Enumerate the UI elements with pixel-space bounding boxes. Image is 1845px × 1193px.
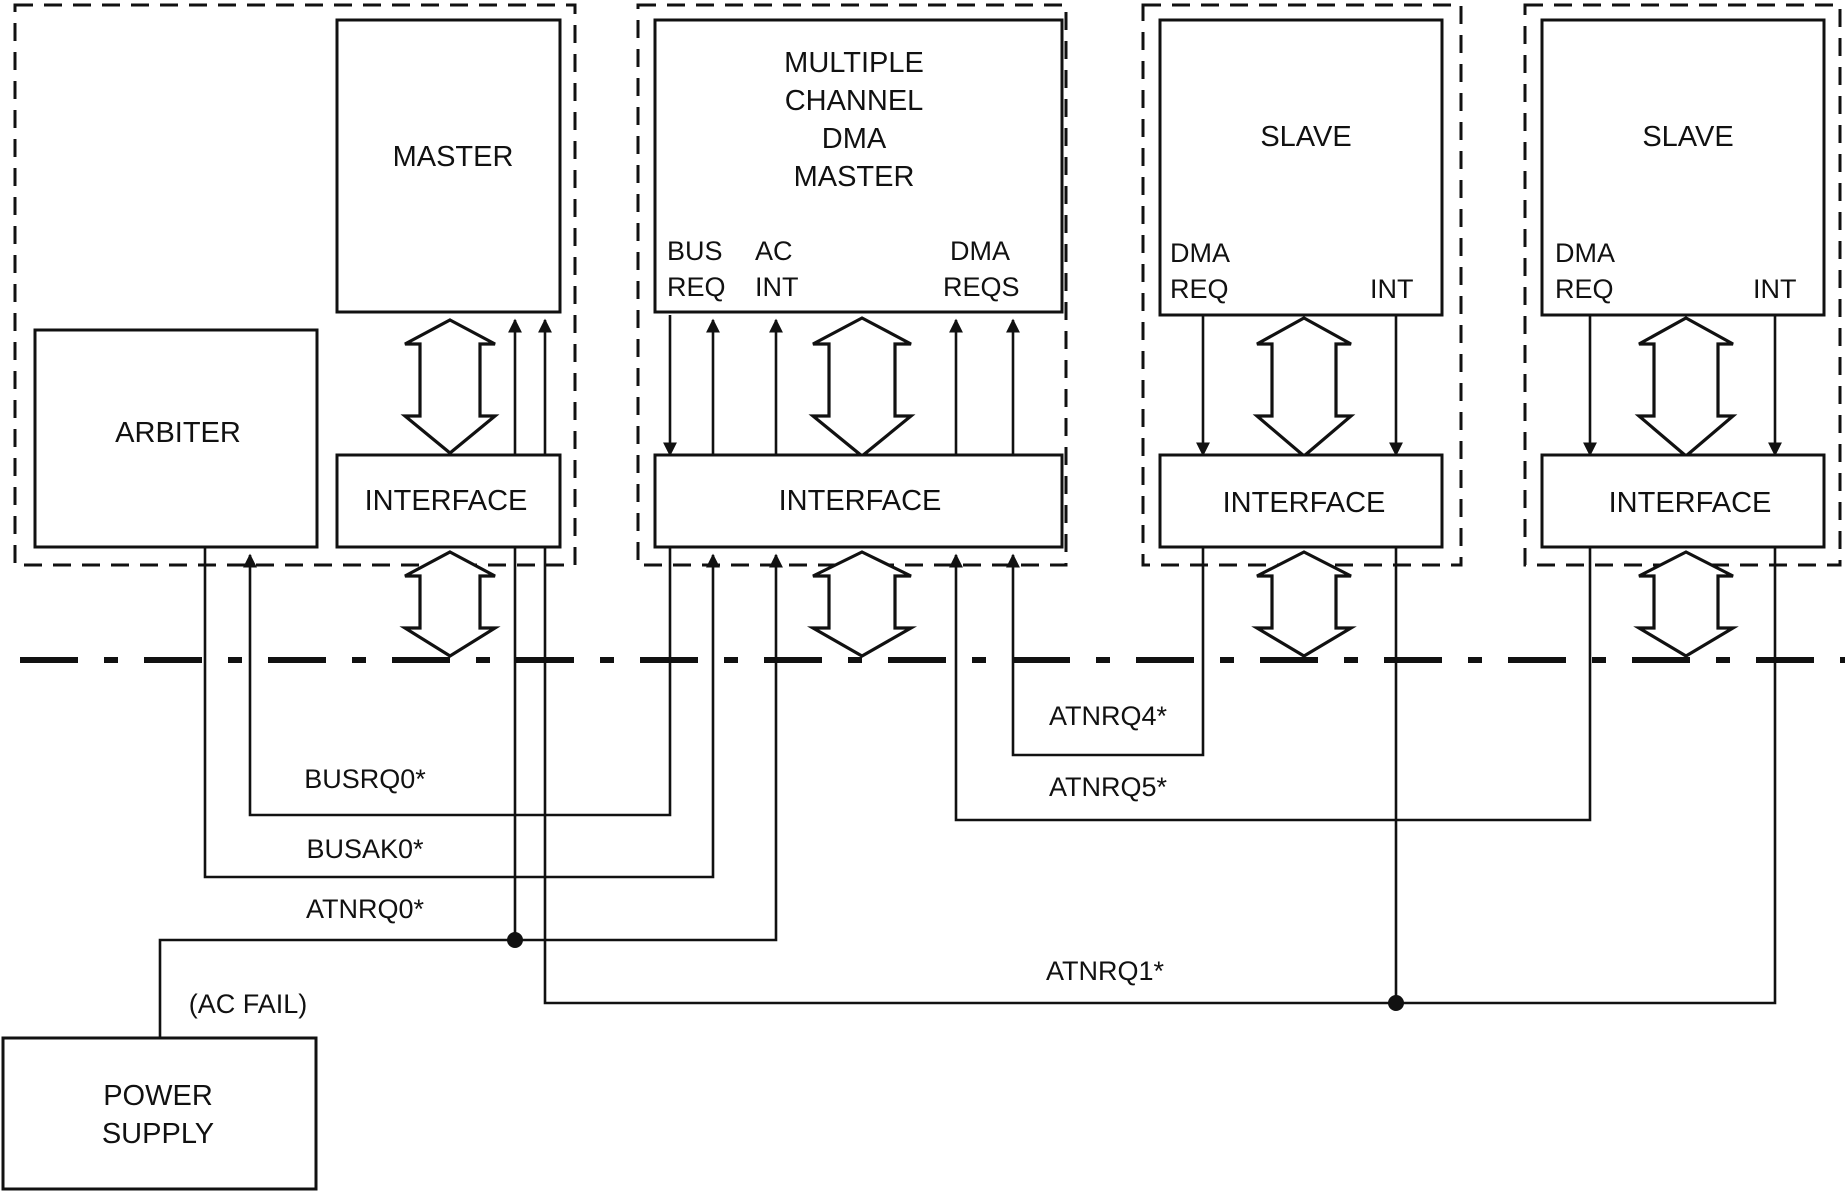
master-interface-block: INTERFACE xyxy=(335,453,562,549)
slave-2-dma-req-pin-line-2: REQ xyxy=(1555,274,1614,304)
power-supply-block: POWER SUPPLY xyxy=(1,1036,318,1191)
slave-2-interface-block: INTERFACE xyxy=(1540,453,1826,549)
dma-master-label-line-3: DMA xyxy=(822,123,887,155)
dma-reqs-pin-line-2: REQS xyxy=(943,272,1020,302)
arbiter-block: ARBITER xyxy=(33,328,319,549)
slave-1-system-bus-arrow xyxy=(1251,550,1357,658)
slave-1-dma-req-pin-line-1: DMA xyxy=(1170,238,1230,268)
atnrq1-junction xyxy=(1388,995,1404,1011)
master-internal-bus-arrow xyxy=(400,318,500,456)
atnrq5-wire xyxy=(949,548,1592,822)
dma-internal-bus-arrow xyxy=(808,316,916,459)
dma-master-label-line-2: CHANNEL xyxy=(785,85,924,117)
atnrq4-label: ATNRQ4* xyxy=(1049,701,1168,731)
atnrq1-wire xyxy=(543,548,1777,1005)
dma-bus-req-pin-line-2: REQ xyxy=(667,272,726,302)
dma-ac-int-pin-line-1: AC xyxy=(755,236,793,266)
slave-2-interface-label: INTERFACE xyxy=(1609,487,1772,519)
arbiter-label: ARBITER xyxy=(115,417,241,449)
atnrq5-label: ATNRQ5* xyxy=(1049,772,1168,802)
slave-1-block: SLAVE DMA REQ INT xyxy=(1158,18,1444,317)
dma-master-block: MULTIPLE CHANNEL DMA MASTER BUS REQ AC I… xyxy=(653,18,1064,314)
atnrq4-wire xyxy=(1006,548,1205,757)
dma-ac-int-pin-line-2: INT xyxy=(755,272,799,302)
slave-2-int-pin: INT xyxy=(1753,274,1797,304)
busak0-wire xyxy=(203,548,720,879)
ac-fail-label: (AC FAIL) xyxy=(189,989,308,1019)
slave-1-label: SLAVE xyxy=(1260,121,1351,153)
dma-master-label-line-1: MULTIPLE xyxy=(784,47,924,79)
slave-1-interface-block: INTERFACE xyxy=(1158,453,1444,549)
slave-2-block: SLAVE DMA REQ INT xyxy=(1540,18,1826,317)
slave-1-internal-bus-arrow xyxy=(1252,316,1356,459)
slave-2-system-bus-arrow xyxy=(1633,550,1739,658)
atnrq0-label: ATNRQ0* xyxy=(306,894,425,924)
slave-1-dma-req-pin-line-2: REQ xyxy=(1170,274,1229,304)
slave-2-label: SLAVE xyxy=(1642,121,1733,153)
slave-1-interface-label: INTERFACE xyxy=(1223,487,1386,519)
dma-system-bus-arrow xyxy=(806,550,918,658)
dma-bus-req-pin-line-1: BUS xyxy=(667,236,723,266)
power-supply-label-line-1: POWER xyxy=(103,1080,213,1112)
master-block: MASTER xyxy=(335,18,562,314)
master-system-bus-arrow xyxy=(399,550,501,658)
atnrq0-wire xyxy=(158,553,783,1038)
atnrq1-label: ATNRQ1* xyxy=(1046,956,1165,986)
busak0-label: BUSAK0* xyxy=(306,834,424,864)
dma-reqs-pin-line-1: DMA xyxy=(950,236,1010,266)
master-module-enclosure xyxy=(13,3,577,567)
master-interface-label: INTERFACE xyxy=(365,485,528,517)
master-label: MASTER xyxy=(393,141,514,173)
slave-2-dma-req-pin-line-1: DMA xyxy=(1555,238,1615,268)
dma-master-label-line-4: MASTER xyxy=(794,161,915,193)
slave-1-int-pin: INT xyxy=(1370,274,1414,304)
slave-2-internal-bus-arrow xyxy=(1634,316,1738,459)
power-supply-label-line-2: SUPPLY xyxy=(102,1118,214,1150)
dma-interface-block: INTERFACE xyxy=(653,453,1064,549)
atnrq0-junction xyxy=(507,932,523,948)
dma-interface-label: INTERFACE xyxy=(779,485,942,517)
busrq0-wire xyxy=(243,548,672,817)
busrq0-label: BUSRQ0* xyxy=(304,764,426,794)
slave-1-module-enclosure xyxy=(1141,3,1463,567)
